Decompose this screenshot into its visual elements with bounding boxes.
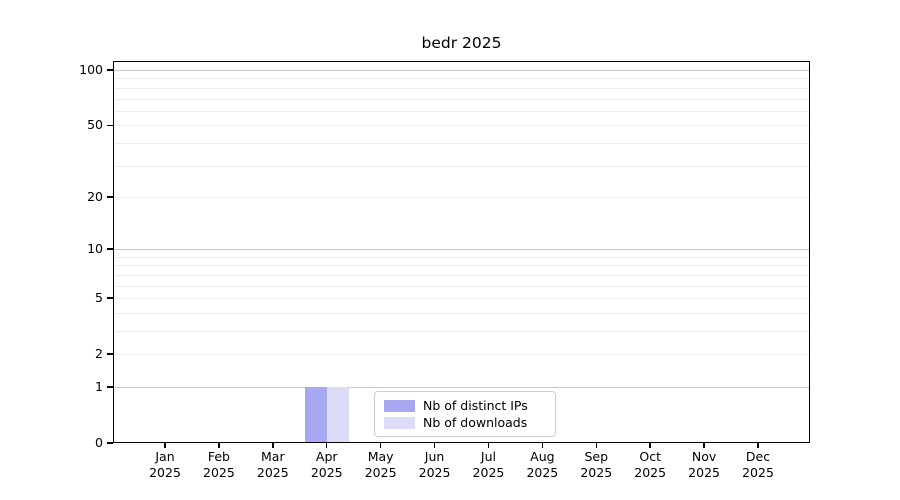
x-tick-label: Oct 2025 — [634, 449, 667, 480]
minor-gridline — [113, 312, 810, 314]
bar-downloads — [326, 386, 349, 443]
x-tick-label: Jul 2025 — [472, 449, 505, 480]
x-tick-label: Jan 2025 — [149, 449, 181, 480]
legend: Nb of distinct IPs Nb of downloads — [374, 391, 556, 437]
legend-label-distinct-ips: Nb of distinct IPs — [423, 398, 528, 413]
x-tick-mark — [757, 443, 759, 448]
x-tick-label: Dec 2025 — [742, 449, 774, 480]
x-tick-label: Apr 2025 — [310, 449, 343, 480]
y-tick-label: 2 — [95, 346, 103, 362]
y-tick-mark — [107, 124, 113, 127]
y-tick-mark — [107, 69, 113, 71]
x-tick-mark — [703, 443, 705, 448]
x-tick-mark — [325, 443, 328, 448]
y-tick-label: 1 — [95, 378, 103, 394]
y-tick-label: 10 — [87, 241, 103, 257]
x-tick-label: May 2025 — [364, 449, 397, 480]
x-tick-mark — [649, 443, 651, 448]
y-tick-mark — [107, 196, 113, 198]
x-tick-mark — [218, 443, 220, 448]
minor-gridline — [113, 330, 810, 332]
minor-gridline — [113, 98, 810, 100]
major-gridline — [113, 70, 810, 72]
legend-item-downloads: Nb of downloads — [384, 414, 546, 431]
x-tick-mark — [541, 443, 544, 448]
x-tick-label: Mar 2025 — [256, 449, 289, 480]
minor-gridline — [113, 196, 810, 198]
minor-gridline — [113, 274, 810, 276]
x-tick-mark — [272, 443, 274, 448]
x-tick-mark — [164, 443, 166, 448]
y-tick-mark — [107, 248, 113, 250]
minor-gridline — [113, 125, 810, 127]
x-tick-mark — [433, 443, 436, 448]
y-tick-mark — [107, 386, 113, 388]
x-tick-label: Aug 2025 — [526, 449, 559, 480]
minor-gridline — [113, 142, 810, 144]
y-tick-label: 50 — [87, 117, 103, 133]
major-gridline — [113, 386, 810, 388]
y-tick-mark — [107, 353, 113, 355]
major-gridline — [113, 249, 810, 251]
x-tick-mark — [379, 443, 382, 448]
y-tick-label: 5 — [95, 290, 103, 306]
minor-gridline — [113, 285, 810, 287]
legend-swatch-downloads — [384, 416, 415, 429]
y-tick-mark — [107, 297, 113, 299]
x-tick-label: Sep 2025 — [580, 449, 613, 480]
y-tick-label: 0 — [95, 435, 103, 450]
bar-distinct-ips — [304, 386, 327, 443]
legend-label-downloads: Nb of downloads — [423, 415, 528, 430]
x-tick-label: Jun 2025 — [418, 449, 451, 480]
legend-item-distinct-ips: Nb of distinct IPs — [384, 397, 546, 414]
x-tick-label: Nov 2025 — [688, 449, 720, 480]
legend-swatch-distinct-ips — [384, 399, 415, 412]
x-tick-label: Feb 2025 — [203, 449, 235, 480]
y-tick-label: 20 — [87, 188, 103, 204]
minor-gridline — [113, 354, 810, 356]
y-tick-label: 100 — [79, 62, 103, 78]
chart-title: bedr 2025 — [421, 34, 502, 52]
minor-gridline — [113, 110, 810, 112]
y-tick-mark — [107, 442, 113, 444]
x-tick-mark — [487, 443, 490, 448]
minor-gridline — [113, 298, 810, 300]
minor-gridline — [113, 265, 810, 267]
minor-gridline — [113, 87, 810, 89]
minor-gridline — [113, 256, 810, 258]
x-tick-mark — [595, 443, 598, 448]
minor-gridline — [113, 78, 810, 80]
minor-gridline — [113, 165, 810, 167]
